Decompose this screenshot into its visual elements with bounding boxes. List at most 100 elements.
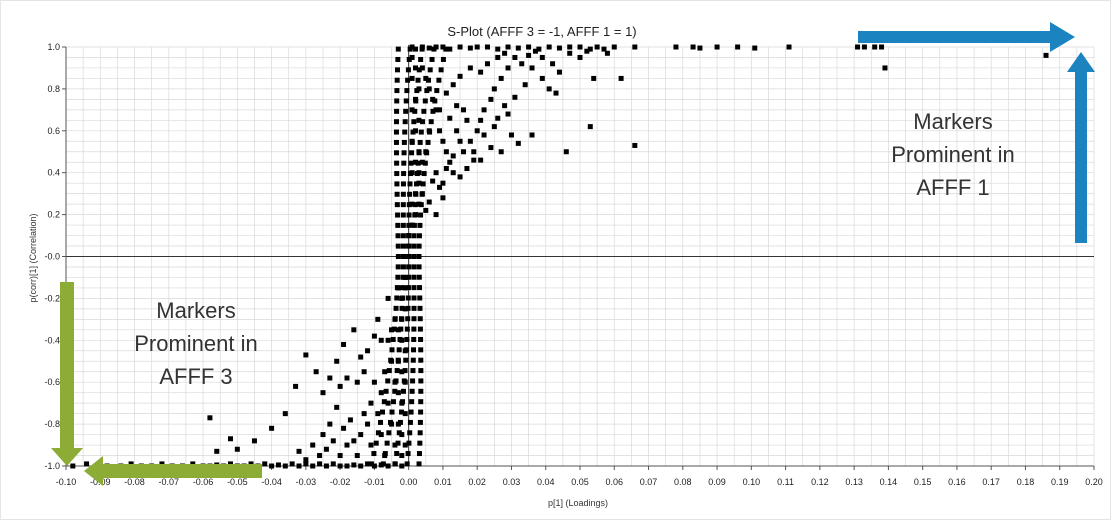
x-tick-label: 0.19 <box>1051 477 1069 487</box>
data-point <box>460 149 466 155</box>
data-point <box>481 107 487 113</box>
data-point <box>735 44 741 50</box>
data-point <box>400 181 406 187</box>
x-tick-label: -0.07 <box>159 477 180 487</box>
data-point <box>404 326 410 332</box>
y-tick-label: -1.0 <box>44 461 60 471</box>
data-point <box>296 448 302 454</box>
data-point <box>394 295 400 301</box>
data-point <box>416 461 422 467</box>
data-point <box>526 44 532 50</box>
data-point <box>505 65 511 71</box>
data-point <box>419 65 425 71</box>
data-point <box>395 421 401 427</box>
data-point <box>478 157 484 163</box>
data-point <box>450 153 456 159</box>
data-point <box>406 254 412 259</box>
data-point <box>409 170 415 176</box>
data-point <box>400 222 406 228</box>
data-point <box>413 159 419 165</box>
data-point <box>323 446 329 452</box>
data-point <box>416 67 422 73</box>
data-point <box>430 178 436 184</box>
x-tick-label: -0.10 <box>56 477 77 487</box>
data-point <box>402 348 408 354</box>
data-point <box>354 379 360 385</box>
data-point <box>464 166 470 172</box>
data-point <box>502 103 508 109</box>
data-point <box>434 88 440 94</box>
data-point <box>415 160 421 166</box>
data-point <box>389 409 395 415</box>
data-point <box>395 212 401 218</box>
data-point <box>417 222 423 228</box>
data-point <box>481 132 487 138</box>
data-point <box>371 379 377 385</box>
data-point <box>423 207 429 213</box>
data-point <box>227 436 233 442</box>
data-point <box>401 150 407 156</box>
data-point <box>515 45 521 51</box>
y-tick-label: 0.2 <box>47 210 60 220</box>
data-point <box>128 461 134 467</box>
data-point <box>384 440 390 446</box>
chart-title: S-Plot (AFFF 3 = -1, AFFF 1 = 1) <box>447 24 636 39</box>
data-point <box>410 378 416 384</box>
data-point <box>392 442 398 448</box>
data-point <box>395 46 401 52</box>
data-point <box>416 243 422 249</box>
data-point <box>411 295 417 301</box>
x-tick-label: 0.00 <box>400 477 418 487</box>
data-point <box>454 103 460 109</box>
data-point <box>381 399 387 405</box>
data-point <box>447 46 453 52</box>
data-point <box>404 336 410 342</box>
data-point <box>546 86 552 92</box>
data-point <box>690 44 696 50</box>
y-tick-label: -0.8 <box>44 419 60 429</box>
data-point <box>714 44 720 50</box>
data-point <box>392 461 398 467</box>
data-point <box>248 461 254 467</box>
data-point <box>289 461 295 467</box>
data-point <box>418 347 424 353</box>
data-point <box>447 159 453 165</box>
data-point <box>406 212 412 218</box>
data-point <box>505 44 511 50</box>
data-point <box>403 98 409 104</box>
data-point <box>296 463 302 469</box>
data-point <box>411 316 417 322</box>
data-point <box>437 107 443 113</box>
data-point <box>522 82 528 88</box>
data-point <box>467 65 473 71</box>
data-point <box>673 44 679 50</box>
data-point <box>443 166 449 172</box>
data-point <box>413 212 419 218</box>
data-point <box>361 369 367 375</box>
data-point <box>303 352 309 358</box>
data-point <box>323 463 329 469</box>
data-point <box>604 50 610 56</box>
data-point <box>327 375 333 381</box>
data-point <box>392 388 398 394</box>
afff1-label: AFFF 1 <box>916 175 989 200</box>
y-tick-label: 1.0 <box>47 42 60 52</box>
data-point <box>408 160 414 166</box>
data-point <box>394 67 400 73</box>
data-point <box>498 75 504 81</box>
data-point <box>440 180 446 186</box>
data-point <box>411 336 417 342</box>
data-point <box>495 46 501 52</box>
data-point <box>394 88 400 94</box>
data-point <box>440 138 446 144</box>
data-point <box>402 442 408 448</box>
data-point <box>394 108 400 114</box>
data-point <box>429 56 435 62</box>
data-point <box>395 390 401 396</box>
data-point <box>395 274 401 280</box>
data-point <box>394 171 400 177</box>
data-point <box>417 326 423 332</box>
data-point <box>433 212 439 218</box>
data-point <box>390 399 396 405</box>
data-point <box>406 274 412 280</box>
